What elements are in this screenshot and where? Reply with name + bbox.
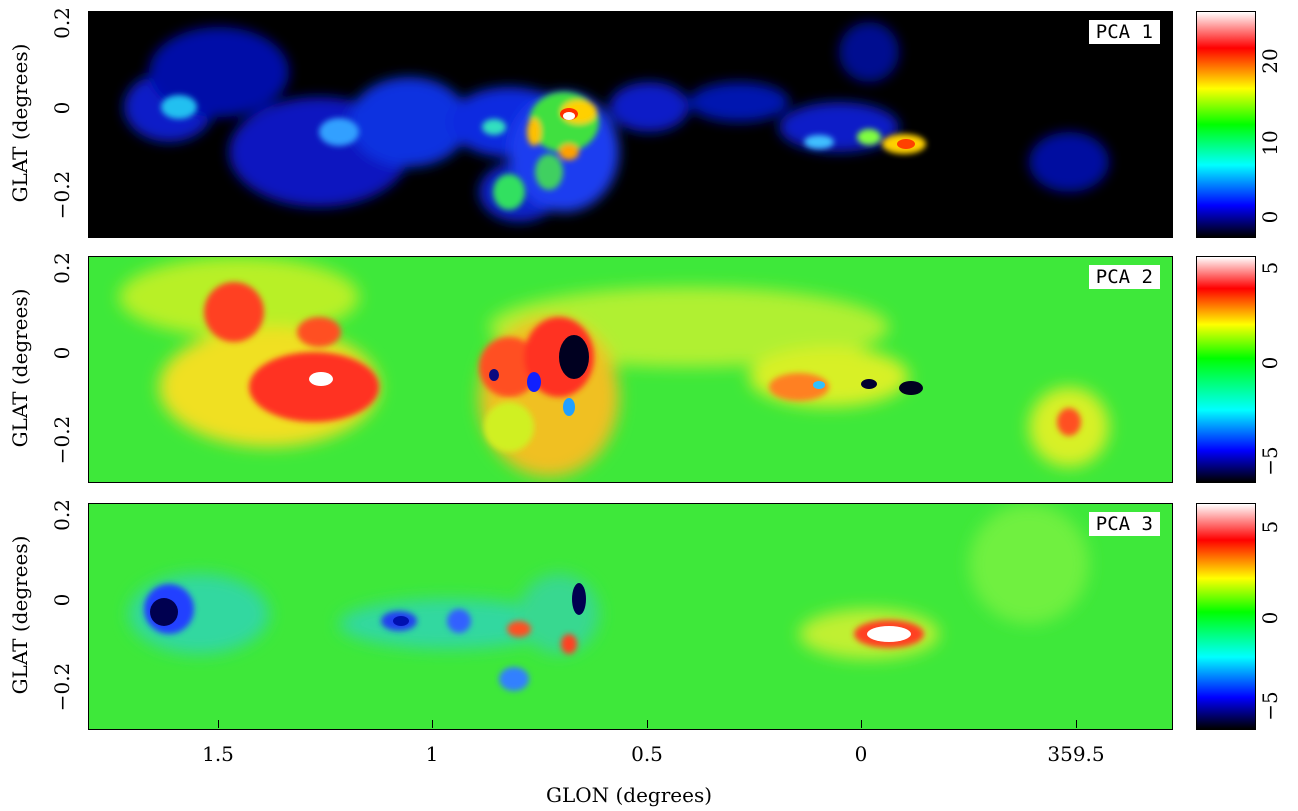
panel-label: PCA 3 bbox=[1088, 512, 1160, 536]
x-tick-label: 0.5 bbox=[631, 742, 663, 766]
panel-label: PCA 2 bbox=[1088, 265, 1160, 289]
colorbar-2 bbox=[1196, 256, 1256, 483]
colorbar-1 bbox=[1196, 11, 1256, 238]
heatmap-image-1 bbox=[89, 12, 1172, 237]
colorbar-3-tick: −5 bbox=[1258, 691, 1282, 721]
y-tick-label: 0.2 bbox=[50, 252, 74, 284]
colorbar-1-tick: 0 bbox=[1258, 210, 1282, 224]
x-axis-label: GLON (degrees) bbox=[545, 783, 713, 807]
y-tick-label: −0.2 bbox=[50, 415, 74, 465]
y-tick-label: 0 bbox=[50, 593, 74, 607]
colorbar-2-tick: −5 bbox=[1258, 446, 1282, 476]
colorbar-1-tick: 20 bbox=[1258, 48, 1282, 74]
y-tick-label: 0 bbox=[50, 346, 74, 360]
y-axis-label-1: GLAT (degrees) bbox=[8, 43, 32, 203]
y-tick-label: 0.2 bbox=[50, 499, 74, 531]
y-axis-label-2: GLAT (degrees) bbox=[8, 288, 32, 448]
colorbar-1-tick: 10 bbox=[1258, 130, 1282, 156]
colorbar-3 bbox=[1196, 503, 1256, 730]
heatmap-panel-2: PCA 2 bbox=[88, 256, 1173, 483]
heatmap-panel-3: PCA 3 bbox=[88, 503, 1173, 730]
heatmap-panel-1: PCA 1 bbox=[88, 11, 1173, 238]
x-tick-mark bbox=[647, 720, 648, 728]
colorbar-2-tick: 5 bbox=[1258, 261, 1282, 275]
colorbar-2-tick: 0 bbox=[1258, 356, 1282, 370]
y-axis-label-3: GLAT (degrees) bbox=[8, 535, 32, 695]
x-tick-mark bbox=[1076, 720, 1077, 728]
colorbar-3-tick: 5 bbox=[1258, 520, 1282, 534]
x-tick-mark bbox=[218, 720, 219, 728]
x-tick-mark bbox=[432, 720, 433, 728]
heatmap-image-3 bbox=[89, 504, 1172, 729]
x-tick-label: 1.5 bbox=[202, 742, 234, 766]
y-tick-label: 0 bbox=[50, 101, 74, 115]
x-tick-mark bbox=[861, 720, 862, 728]
y-tick-label: 0.2 bbox=[50, 7, 74, 39]
heatmap-image-2 bbox=[89, 257, 1172, 482]
x-tick-label: 0 bbox=[854, 742, 868, 766]
x-tick-label: 359.5 bbox=[1047, 742, 1105, 766]
colorbar-3-tick: 0 bbox=[1258, 611, 1282, 625]
y-tick-label: −0.2 bbox=[50, 662, 74, 712]
panel-label: PCA 1 bbox=[1088, 20, 1160, 44]
x-tick-label: 1 bbox=[425, 742, 439, 766]
y-tick-label: −0.2 bbox=[50, 170, 74, 220]
